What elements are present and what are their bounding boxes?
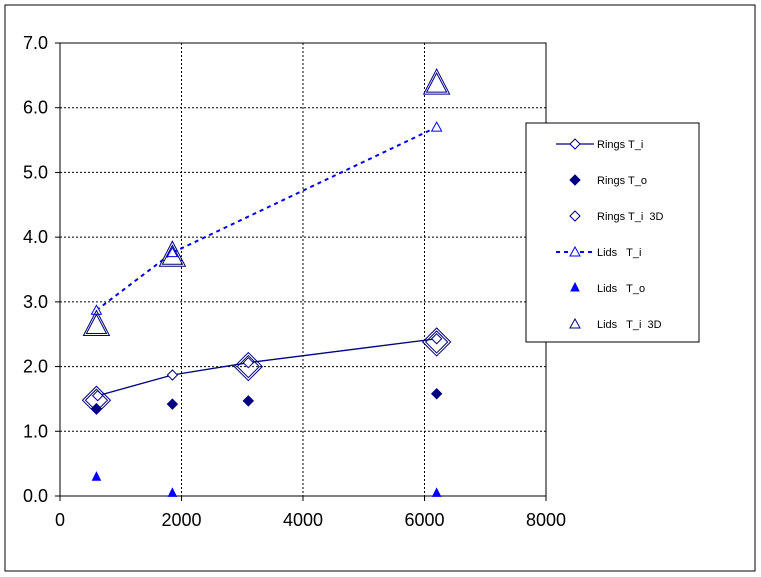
x-tick-label: 0 (55, 510, 65, 530)
y-tick-label: 2.0 (23, 357, 48, 377)
y-tick-label: 3.0 (23, 292, 48, 312)
data-point (167, 487, 178, 497)
data-point (430, 388, 443, 400)
series-2 (81, 327, 452, 415)
data-point (430, 333, 443, 345)
y-tick-label: 4.0 (23, 227, 48, 247)
data-point (158, 240, 187, 267)
x-tick-label: 2000 (161, 510, 201, 530)
y-tick-label: 7.0 (23, 33, 48, 53)
legend-marker (569, 138, 581, 150)
y-tick-label: 1.0 (23, 421, 48, 441)
data-point (430, 121, 443, 132)
data-point (422, 68, 451, 95)
data-point (91, 471, 102, 481)
y-tick-label: 5.0 (23, 162, 48, 182)
data-point (166, 398, 179, 410)
legend-label: Lids T_i (597, 247, 641, 259)
legend-label: Lids T_i 3D (597, 319, 662, 331)
legend-marker (569, 210, 581, 222)
legend-item: Rings T_o (569, 174, 647, 187)
legend-item: Rings T_i (556, 138, 643, 151)
data-point (233, 351, 264, 382)
data-point (166, 246, 179, 258)
data-point (421, 327, 452, 357)
legend-label: Rings T_i (597, 139, 643, 151)
legend-box (525, 122, 700, 343)
legend-item: Rings T_i 3D (569, 210, 663, 223)
series-5 (82, 68, 451, 337)
legend-marker (569, 317, 581, 329)
data-point (431, 487, 442, 497)
legend-label: Rings T_i 3D (597, 211, 663, 223)
data-point (82, 309, 111, 337)
x-tick-label: 8000 (526, 510, 566, 530)
legend-marker (570, 281, 580, 292)
legend-label: Rings T_o (597, 175, 647, 187)
legend-item: Lids T_i (556, 245, 641, 259)
data-point (81, 385, 112, 415)
x-tick-label: 6000 (404, 510, 444, 530)
data-point (242, 395, 255, 407)
series-4 (91, 471, 442, 497)
legend-item: Lids T_o (570, 281, 645, 295)
legend-label: Lids T_o (597, 283, 645, 295)
legend-marker (569, 174, 581, 186)
y-tick-label: 0.0 (23, 486, 48, 506)
data-point (166, 369, 179, 381)
series-line (95, 126, 438, 312)
y-tick-label: 6.0 (23, 98, 48, 118)
legend-item: Lids T_i 3D (569, 317, 662, 331)
x-tick-label: 4000 (283, 510, 323, 530)
legend-marker (569, 245, 581, 257)
data-point (242, 356, 255, 369)
series-line (97, 338, 437, 397)
